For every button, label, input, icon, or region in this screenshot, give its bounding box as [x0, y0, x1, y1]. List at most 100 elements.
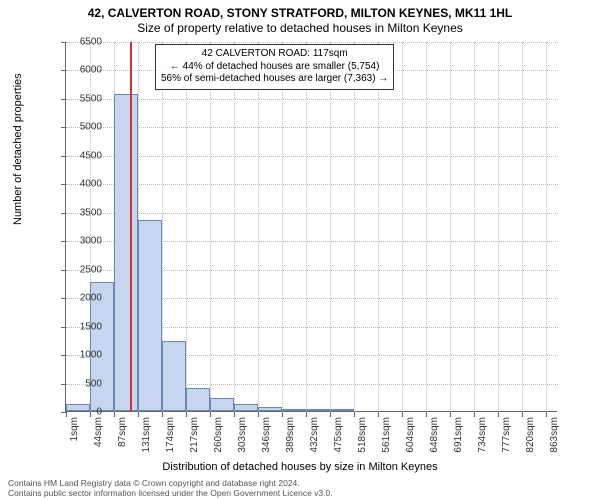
xtick-label: 87sqm	[117, 417, 128, 447]
ytick-label: 5000	[80, 122, 102, 133]
plot-area: 1sqm44sqm87sqm131sqm174sqm217sqm260sqm30…	[65, 42, 557, 412]
xtick-label: 777sqm	[501, 417, 512, 453]
annotation-box: 42 CALVERTON ROAD: 117sqm ← 44% of detac…	[155, 44, 394, 90]
xtick-label: 303sqm	[237, 417, 248, 453]
ytick-label: 4500	[80, 150, 102, 161]
xtick-label: 1sqm	[69, 417, 80, 441]
footer-line1: Contains HM Land Registry data © Crown c…	[8, 478, 333, 488]
gridline-vertical	[354, 42, 355, 412]
gridline-vertical	[498, 42, 499, 412]
xtick-label: 260sqm	[213, 417, 224, 453]
histogram-bar	[210, 398, 234, 411]
histogram-bar	[66, 404, 90, 411]
xtick-mark	[90, 412, 91, 417]
xtick-mark	[426, 412, 427, 417]
ytick-label: 0	[96, 407, 102, 418]
xtick-label: 604sqm	[405, 417, 416, 453]
xtick-mark	[282, 412, 283, 417]
xtick-label: 734sqm	[477, 417, 488, 453]
ytick-label: 4000	[80, 179, 102, 190]
xtick-label: 346sqm	[261, 417, 272, 453]
xtick-label: 648sqm	[429, 417, 440, 453]
xtick-label: 217sqm	[189, 417, 200, 453]
ytick-mark	[61, 213, 66, 214]
xtick-label: 518sqm	[357, 417, 368, 453]
gridline-horizontal	[66, 99, 558, 100]
ytick-mark	[61, 384, 66, 385]
histogram-chart: 1sqm44sqm87sqm131sqm174sqm217sqm260sqm30…	[65, 42, 557, 412]
gridline-horizontal	[66, 127, 558, 128]
gridline-vertical	[450, 42, 451, 412]
ytick-label: 5500	[80, 93, 102, 104]
ytick-mark	[61, 70, 66, 71]
gridline-vertical	[306, 42, 307, 412]
gridline-horizontal	[66, 156, 558, 157]
gridline-vertical	[282, 42, 283, 412]
footer-line2: Contains public sector information licen…	[8, 488, 333, 498]
ytick-mark	[61, 298, 66, 299]
gridline-vertical	[258, 42, 259, 412]
gridline-vertical	[234, 42, 235, 412]
histogram-bar	[306, 409, 330, 411]
histogram-bar	[330, 409, 354, 411]
ytick-mark	[61, 327, 66, 328]
ytick-mark	[61, 99, 66, 100]
ytick-mark	[61, 355, 66, 356]
xtick-label: 691sqm	[453, 417, 464, 453]
xtick-mark	[498, 412, 499, 417]
page-subtitle: Size of property relative to detached ho…	[0, 20, 600, 35]
annotation-line1: 42 CALVERTON ROAD: 117sqm	[161, 48, 388, 61]
xtick-mark	[330, 412, 331, 417]
gridline-horizontal	[66, 213, 558, 214]
xtick-mark	[522, 412, 523, 417]
x-axis-label: Distribution of detached houses by size …	[0, 461, 600, 473]
ytick-label: 1000	[80, 350, 102, 361]
xtick-label: 389sqm	[285, 417, 296, 453]
gridline-vertical	[402, 42, 403, 412]
marker-line	[130, 42, 132, 412]
histogram-bar	[282, 409, 306, 411]
ytick-label: 6500	[80, 37, 102, 48]
xtick-label: 432sqm	[309, 417, 320, 453]
xtick-mark	[546, 412, 547, 417]
annotation-line2: ← 44% of detached houses are smaller (5,…	[161, 61, 388, 74]
ytick-mark	[61, 42, 66, 43]
xtick-label: 475sqm	[333, 417, 344, 453]
xtick-mark	[234, 412, 235, 417]
xtick-label: 561sqm	[381, 417, 392, 453]
histogram-bar	[162, 341, 186, 411]
xtick-mark	[474, 412, 475, 417]
y-axis-label: Number of detached properties	[12, 73, 24, 225]
gridline-vertical	[546, 42, 547, 412]
ytick-label: 3000	[80, 236, 102, 247]
ytick-label: 1500	[80, 321, 102, 332]
ytick-label: 2500	[80, 264, 102, 275]
xtick-mark	[306, 412, 307, 417]
histogram-bar	[234, 404, 258, 411]
xtick-mark	[378, 412, 379, 417]
ytick-mark	[61, 184, 66, 185]
page-title: 42, CALVERTON ROAD, STONY STRATFORD, MIL…	[0, 0, 600, 20]
footer-attribution: Contains HM Land Registry data © Crown c…	[8, 478, 333, 498]
gridline-vertical	[474, 42, 475, 412]
xtick-label: 863sqm	[549, 417, 560, 453]
xtick-mark	[258, 412, 259, 417]
ytick-mark	[61, 241, 66, 242]
annotation-line3: 56% of semi-detached houses are larger (…	[161, 73, 388, 86]
histogram-bar	[138, 220, 162, 411]
histogram-bar	[186, 388, 210, 411]
ytick-label: 6000	[80, 65, 102, 76]
histogram-bar	[258, 407, 282, 411]
gridline-vertical	[330, 42, 331, 412]
xtick-mark	[66, 412, 67, 417]
xtick-label: 820sqm	[525, 417, 536, 453]
xtick-mark	[450, 412, 451, 417]
gridline-horizontal	[66, 42, 558, 43]
gridline-vertical	[378, 42, 379, 412]
gridline-horizontal	[66, 184, 558, 185]
xtick-mark	[138, 412, 139, 417]
xtick-mark	[162, 412, 163, 417]
xtick-label: 131sqm	[141, 417, 152, 453]
gridline-vertical	[522, 42, 523, 412]
gridline-vertical	[186, 42, 187, 412]
